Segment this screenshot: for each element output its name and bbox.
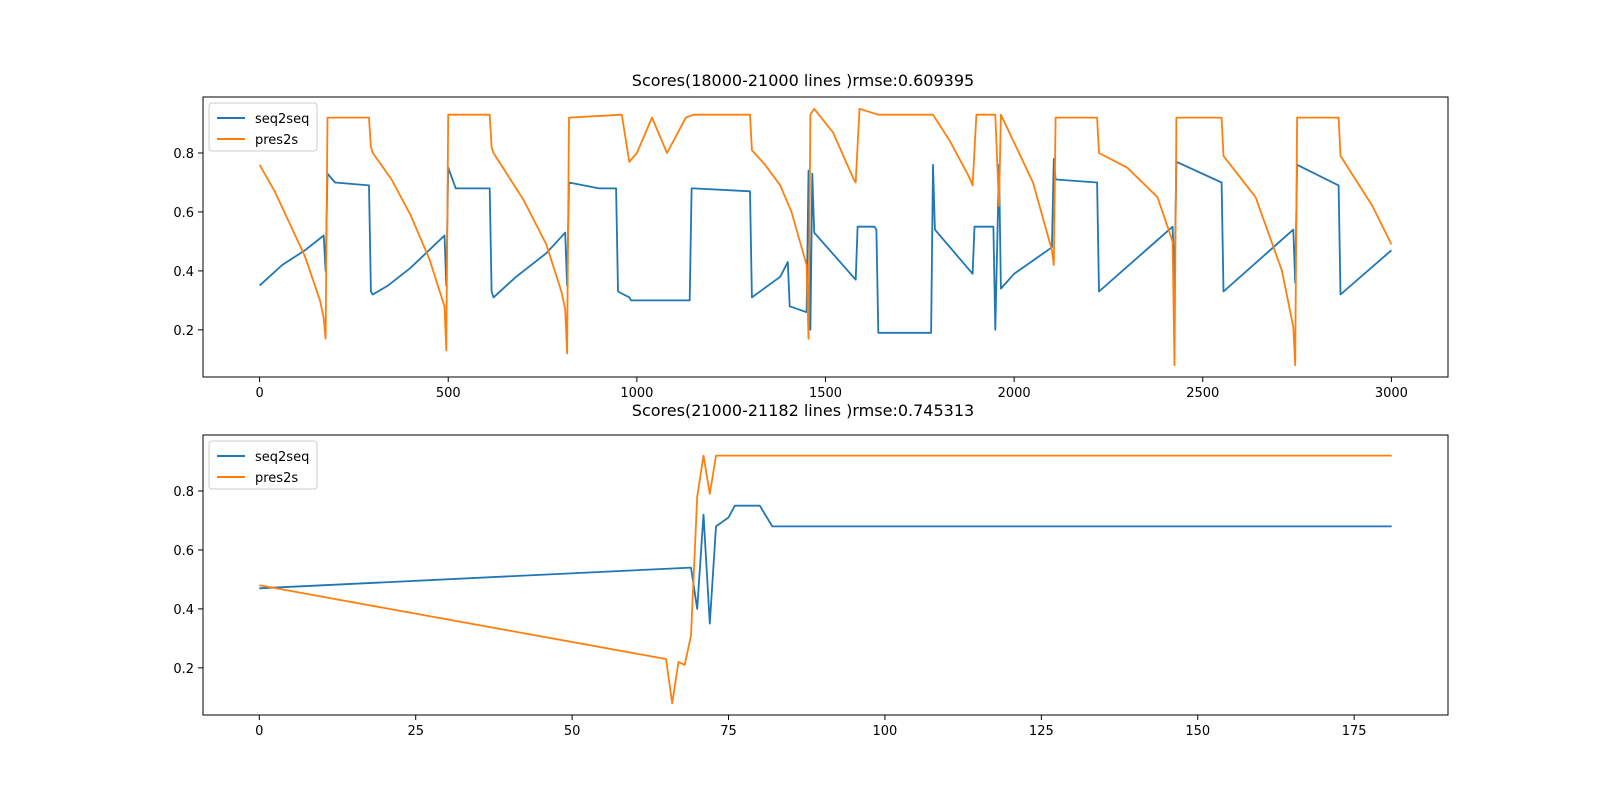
y-tick-label: 0.6 (173, 206, 194, 221)
y-tick-label: 0.8 (173, 485, 194, 500)
x-tick-label: 100 (873, 724, 898, 739)
x-tick-label: 25 (407, 724, 424, 739)
y-tick-label: 0.2 (173, 324, 194, 339)
y-tick-label: 0.6 (173, 544, 194, 559)
series-line-seq2seq (259, 504, 1392, 625)
legend-label-seq2seq: seq2seq (255, 450, 309, 465)
series-line-seq2seq (258, 157, 1392, 334)
axes-frame (202, 96, 1449, 378)
x-tick-label: 2000 (998, 386, 1031, 401)
y-tick-label: 0.8 (173, 147, 194, 162)
series-line-pres2s (258, 107, 1393, 367)
x-tick-label: 500 (436, 386, 461, 401)
x-tick-label: 175 (1342, 724, 1367, 739)
x-tick-label: 50 (564, 724, 581, 739)
x-tick-label: 0 (255, 724, 263, 739)
series-line-pres2s (259, 454, 1392, 705)
y-tick-label: 0.4 (173, 265, 194, 280)
legend-label-pres2s: pres2s (255, 471, 298, 486)
x-tick-label: 3000 (1375, 386, 1408, 401)
legend-label-pres2s: pres2s (255, 133, 298, 148)
x-tick-label: 150 (1185, 724, 1210, 739)
chart-title: Scores(18000-21000 lines )rmse:0.609395 (632, 71, 974, 90)
x-tick-label: 2500 (1186, 386, 1219, 401)
x-tick-label: 1500 (809, 386, 842, 401)
axes-frame (202, 434, 1449, 716)
x-tick-label: 1000 (620, 386, 653, 401)
bottom-chart-panel: Scores(21000-21182 lines )rmse:0.745313 … (173, 401, 1449, 739)
x-tick-label: 125 (1029, 724, 1054, 739)
x-tick-label: 75 (720, 724, 737, 739)
x-tick-label: 0 (255, 386, 263, 401)
y-tick-label: 0.4 (173, 603, 194, 618)
chart-title: Scores(21000-21182 lines )rmse:0.745313 (632, 401, 974, 420)
top-chart-panel: Scores(18000-21000 lines )rmse:0.609395 … (173, 71, 1449, 401)
y-tick-label: 0.2 (173, 662, 194, 677)
legend-label-seq2seq: seq2seq (255, 112, 309, 127)
